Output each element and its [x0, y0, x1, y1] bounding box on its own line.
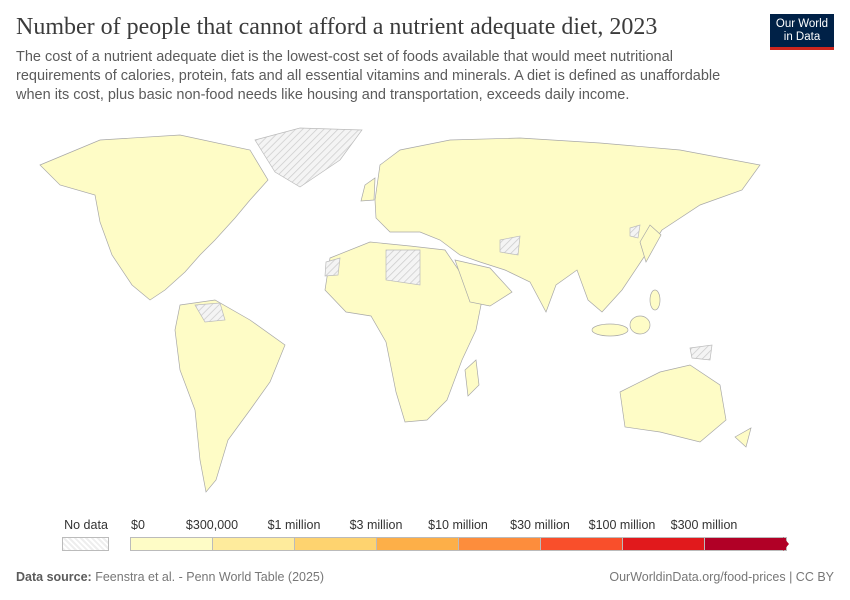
- arabia[interactable]: [454, 259, 513, 307]
- legend-bin-3[interactable]: [376, 537, 459, 551]
- africa[interactable]: [324, 241, 483, 423]
- japan[interactable]: [639, 224, 662, 263]
- western-sahara-no-data[interactable]: [324, 257, 341, 277]
- legend-bin-6[interactable]: [622, 537, 705, 551]
- venezuela-no-data[interactable]: [194, 302, 226, 323]
- legend-no-data-swatch[interactable]: [62, 537, 109, 551]
- eurasia[interactable]: [374, 137, 761, 313]
- source-text: Feenstra et al. - Penn World Table (2025…: [95, 570, 325, 584]
- legend-bin-0[interactable]: [130, 537, 213, 551]
- source-link[interactable]: OurWorldinData.org/food-prices: [609, 570, 786, 584]
- legend-bin-7[interactable]: [704, 537, 787, 551]
- legend-bin-2[interactable]: [294, 537, 377, 551]
- legend-bin-4[interactable]: [458, 537, 541, 551]
- legend: No data $0 $300,000 $1 million $3 million $1…: [0, 515, 850, 555]
- legend-arrow-icon: [783, 537, 789, 551]
- legend-bin-5[interactable]: [540, 537, 623, 551]
- madagascar[interactable]: [464, 359, 480, 397]
- philippines[interactable]: [649, 289, 661, 311]
- data-source: Data source: Feenstra et al. - Penn Worl…: [16, 570, 324, 584]
- source-label: Data source:: [16, 570, 92, 584]
- legend-label: $30 million: [510, 518, 570, 532]
- indonesia[interactable]: [591, 323, 629, 337]
- legend-label: $3 million: [349, 518, 403, 532]
- papua-new-guinea-no-data[interactable]: [689, 344, 713, 361]
- greenland-no-data[interactable]: [254, 127, 363, 188]
- owid-logo[interactable]: Our World in Data: [770, 14, 834, 50]
- chart-title: Number of people that cannot afford a nu…: [16, 14, 658, 40]
- legend-label: $10 million: [428, 518, 488, 532]
- legend-label: $0: [131, 518, 145, 532]
- legend-label: $1 million: [267, 518, 321, 532]
- north-korea-no-data[interactable]: [629, 224, 641, 239]
- libya-no-data[interactable]: [385, 249, 421, 286]
- legend-label: $100 million: [588, 518, 656, 532]
- legend-bin-1[interactable]: [212, 537, 295, 551]
- world-map[interactable]: [0, 120, 850, 510]
- chart-subtitle: The cost of a nutrient adequate diet is …: [16, 49, 721, 103]
- north-america[interactable]: [39, 134, 269, 301]
- legend-no-data-label: No data: [64, 518, 108, 532]
- new-zealand[interactable]: [734, 427, 752, 448]
- borneo[interactable]: [629, 315, 651, 335]
- license-link[interactable]: CC BY: [795, 570, 834, 584]
- uk[interactable]: [360, 177, 376, 202]
- australia[interactable]: [619, 364, 727, 443]
- legend-label: $300 million: [670, 518, 738, 532]
- footer-links: OurWorldinData.org/food-prices | CC BY: [609, 570, 834, 584]
- legend-label: $300,000: [185, 518, 239, 532]
- afghanistan-no-data[interactable]: [499, 235, 521, 256]
- south-america[interactable]: [174, 299, 286, 493]
